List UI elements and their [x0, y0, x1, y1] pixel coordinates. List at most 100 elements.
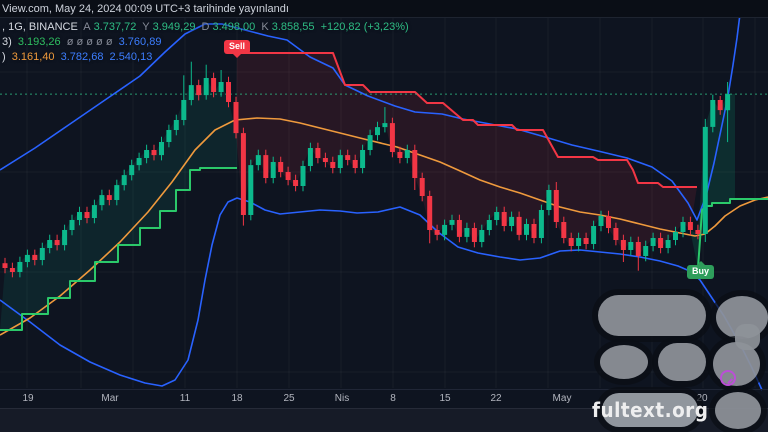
indicator2-value2: 3.782,68 [60, 51, 104, 63]
candle-body [695, 230, 701, 234]
low-value: 3.498,00 [212, 21, 256, 33]
downtrend-zone-fill [236, 53, 697, 256]
high-label: Y [142, 21, 150, 33]
candle-body [591, 226, 597, 244]
indicator2-value1: 3.161,40 [11, 51, 55, 63]
candle-body [69, 220, 75, 230]
candle-body [106, 195, 112, 200]
time-axis-label: 18 [231, 393, 243, 404]
candle-body [576, 238, 582, 246]
candle-body [337, 155, 343, 168]
time-axis-label: 15 [439, 393, 451, 404]
candle-body [54, 240, 60, 246]
indicator2-value3: 2.540,13 [109, 51, 153, 63]
candle-body [173, 120, 179, 130]
candle-body [39, 248, 45, 260]
publish-banner: View.com, May 24, 2024 00:09 UTC+3 tarih… [0, 0, 768, 18]
indicator1-value1: 3.193,26 [17, 36, 61, 48]
candle-body [531, 224, 537, 238]
candle-body [293, 180, 299, 186]
candle-body [166, 130, 172, 142]
candle-body [114, 185, 120, 200]
candle-body [375, 127, 380, 136]
candle-body [456, 220, 462, 237]
candle-body [360, 150, 366, 168]
candle-body [188, 85, 194, 100]
trailing-stop-red-line [237, 52, 697, 188]
open-value: 3.737,72 [93, 21, 137, 33]
draw-tool-icon[interactable] [720, 370, 736, 386]
legend-symbol-row[interactable]: , 1G, BINANCE A 3.737,72 Y 3.949,29 D 3.498… [2, 20, 412, 34]
candle-body [62, 230, 68, 246]
watermark-text: fultext.org [591, 398, 709, 422]
time-axis-label: Nis [334, 393, 350, 404]
close-label: K [261, 21, 269, 33]
legend-indicator2-row[interactable]: ) 3.161,40 3.782,68 2.540,13 [2, 50, 412, 64]
candle-body [77, 212, 82, 220]
low-label: D [201, 21, 210, 33]
candle-body [352, 160, 358, 168]
candle-body [196, 85, 202, 96]
candle-body [307, 148, 313, 166]
candle-body [32, 254, 38, 260]
candle-body [613, 228, 619, 240]
candle-body [255, 155, 261, 166]
candles [2, 61, 731, 278]
candle-body [658, 238, 664, 248]
candle-body [635, 242, 641, 256]
indicator1-value2: 3.760,89 [118, 36, 162, 48]
change-value: +120,82 (+3,23%) [320, 21, 409, 33]
time-axis-label: 8 [390, 393, 396, 404]
candle-body [553, 190, 559, 222]
end-rally-zone-fill [690, 94, 735, 268]
trailing-stop-green-line [0, 167, 237, 331]
candle-body [397, 152, 403, 158]
candle-body [650, 238, 656, 246]
candle-body [159, 142, 164, 156]
time-axis[interactable]: 19 Mar 11 18 25 Nis 8 15 22 May 20 [0, 389, 768, 409]
candle-body [285, 172, 291, 180]
candle-body [345, 155, 351, 160]
time-axis-label: 25 [283, 393, 295, 404]
candle-body [479, 230, 485, 242]
candle-body [449, 220, 455, 225]
sell-signal-label[interactable]: Sell [224, 40, 251, 58]
candle-body [367, 135, 373, 150]
indicator2-title: ) [2, 51, 6, 63]
candle-body [561, 222, 567, 238]
candle-body [211, 78, 217, 92]
candle-body [121, 175, 127, 186]
uptrend-zone-fill [0, 78, 237, 330]
buy-signal-label[interactable]: Buy [687, 261, 715, 279]
candle-body [643, 246, 649, 256]
candle-body [673, 232, 678, 240]
candle-body [606, 216, 611, 228]
candle-body [427, 196, 433, 230]
trailing-stop-green-end-line [697, 198, 768, 269]
candle-body [583, 238, 589, 244]
candle-body [330, 162, 336, 168]
close-value: 3.858,55 [271, 21, 315, 33]
time-axis-label: Mar [101, 393, 119, 404]
candle-body [486, 220, 492, 230]
open-label: A [83, 21, 91, 33]
chart-legend: , 1G, BINANCE A 3.737,72 Y 3.949,29 D 3.498… [2, 20, 412, 65]
candle-body [99, 195, 105, 206]
candle-body [233, 102, 239, 134]
candle-body [151, 150, 157, 156]
candle-body [687, 222, 693, 230]
candle-body [91, 205, 97, 218]
watermark-blob [735, 324, 760, 350]
candle-body [278, 162, 284, 172]
candle-body [419, 178, 425, 196]
candle-body [665, 240, 671, 248]
legend-indicator1-row[interactable]: 3) 3.193,26 ø ø ø ø ø 3.760,89 [2, 35, 412, 49]
candle-body [680, 222, 686, 232]
candle-body [315, 148, 321, 158]
candle-body [144, 150, 150, 158]
candle-body [464, 228, 470, 237]
symbol-title: , 1G, BINANCE [2, 21, 78, 33]
candle-body [412, 150, 418, 178]
candle-body [300, 166, 306, 186]
